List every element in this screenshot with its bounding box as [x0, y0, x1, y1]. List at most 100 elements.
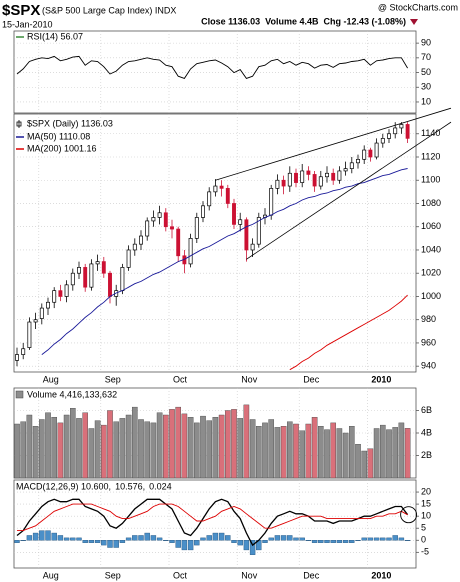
histogram-bar: [163, 540, 169, 541]
volume-bar: [287, 421, 293, 479]
volume-bar: [94, 420, 101, 479]
volume-bar: [100, 424, 107, 479]
volume-bar: [125, 414, 132, 479]
down-arrow: [410, 19, 418, 25]
y-tick-label: 10: [421, 511, 431, 521]
candle-body: [132, 243, 137, 251]
y-tick-label: 5: [421, 523, 426, 533]
candle-body: [337, 170, 342, 181]
candle-body: [387, 133, 391, 139]
candle-body: [232, 203, 236, 225]
histogram-bar: [206, 535, 212, 541]
candle-body: [300, 170, 305, 183]
candle-body: [318, 176, 323, 187]
candle-body: [368, 149, 373, 158]
histogram-bar: [101, 540, 107, 546]
volume-bar: [392, 427, 399, 479]
x-tick-label: Sep: [105, 374, 121, 384]
histogram-bar: [181, 540, 188, 551]
candle-body: [201, 205, 205, 218]
y-tick-label: 50: [421, 67, 431, 77]
candle-body: [58, 290, 63, 297]
candle-body: [331, 172, 336, 181]
y-tick-label: 1020: [421, 268, 441, 278]
candle-body: [15, 354, 19, 361]
volume-bar: [318, 426, 324, 479]
x-tick-label: 2010: [371, 570, 391, 580]
volume-bar: [181, 413, 188, 479]
candle-body: [362, 149, 367, 160]
volume-bar: [355, 444, 361, 479]
candle-body: [64, 284, 69, 297]
y-tick-label: 1120: [421, 151, 440, 161]
candle-body: [170, 226, 174, 230]
y-tick-label: 2B: [421, 450, 432, 460]
y-tick-label: 15: [421, 498, 431, 508]
volume-bar: [224, 410, 231, 479]
y-tick-label: 960: [421, 337, 436, 347]
volume-bar: [107, 410, 113, 479]
histogram-bar: [94, 540, 101, 543]
y-tick-label: 10: [421, 96, 431, 106]
histogram-bar: [280, 535, 287, 541]
candle-body: [108, 272, 112, 297]
candle-body: [139, 235, 143, 245]
series-line: [16, 498, 409, 547]
candle-body: [33, 319, 38, 323]
candle-body: [405, 124, 410, 139]
legend-label: 10.576,: [115, 481, 145, 491]
histogram-bar: [398, 537, 405, 541]
rsi-line: [16, 55, 408, 79]
candle-body: [207, 191, 212, 207]
stats: Close 1136.03 Volume 4.4B Chg -12.43 (-1…: [201, 16, 406, 26]
volume-bar: [20, 421, 27, 479]
volume-bar: [305, 423, 312, 479]
histogram-bar: [392, 535, 398, 541]
candle-body: [213, 185, 218, 193]
candle-body: [176, 228, 181, 257]
candle-body: [219, 185, 224, 189]
y-tick-label: -5: [421, 547, 429, 557]
volume-bar: [82, 412, 88, 479]
x-tick-label: Aug: [43, 374, 59, 384]
y-tick-label: 6B: [421, 405, 432, 415]
candle-body: [399, 124, 404, 129]
candle-body: [21, 348, 26, 355]
x-tick-label: Aug: [43, 570, 59, 580]
volume-bar: [212, 417, 219, 479]
histogram-bar: [249, 540, 256, 555]
candle-body: [256, 217, 261, 245]
histogram-bar: [287, 535, 293, 541]
annotation-circle: [400, 506, 418, 524]
volume-bar: [324, 429, 330, 479]
volume-bar: [349, 426, 355, 479]
volume-bar: [336, 428, 343, 479]
candle-body: [89, 263, 94, 288]
volume-bar: [187, 417, 194, 479]
histogram-bar: [367, 537, 374, 541]
volume-bar: [14, 423, 20, 479]
volume-bar: [249, 419, 256, 479]
volume-bar: [88, 428, 95, 479]
legend-candle: [16, 120, 22, 128]
candle-body: [101, 261, 106, 274]
legend-label: MACD(12,26,9) 10.600,: [16, 481, 111, 491]
histogram-bar: [336, 540, 343, 543]
volume-bar: [150, 422, 157, 479]
volume-bar: [144, 421, 151, 479]
y-tick-label: 70: [421, 52, 431, 62]
y-tick-label: 1000: [421, 291, 441, 301]
histogram-bar: [324, 540, 330, 543]
histogram-bar: [404, 540, 411, 541]
volume-bar: [268, 419, 275, 479]
y-tick-label: 90: [421, 38, 431, 48]
candle-body: [27, 321, 32, 348]
histogram-bar: [311, 540, 318, 543]
histogram-bar: [14, 540, 20, 543]
candle-body: [238, 219, 243, 225]
histogram-bar: [293, 537, 299, 541]
y-tick-label: 1040: [421, 244, 441, 254]
histogram-bar: [373, 537, 380, 541]
candle-body: [380, 138, 385, 144]
